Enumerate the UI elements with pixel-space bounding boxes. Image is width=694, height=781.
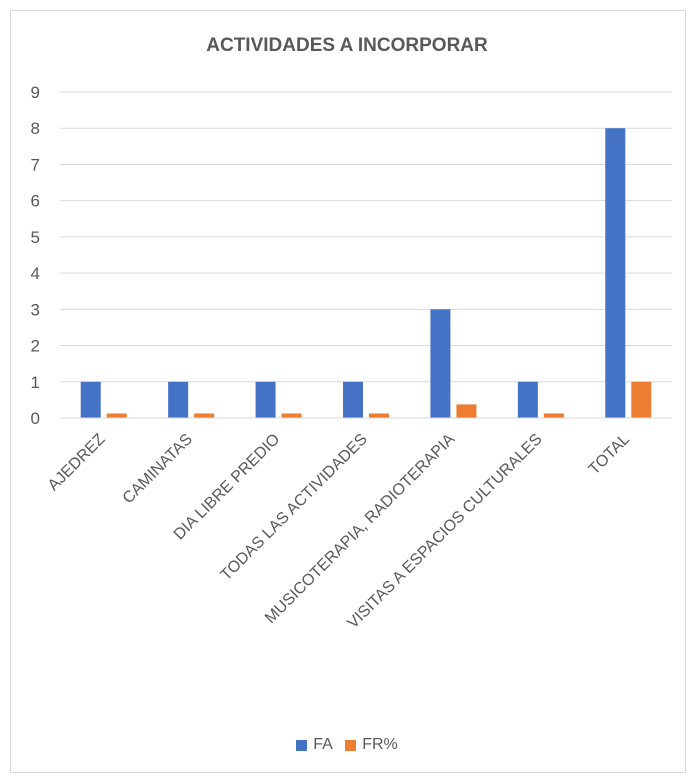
legend: FA FR% — [0, 736, 694, 756]
x-category-label: VISITAS A ESPACIOS CULTURALES — [344, 431, 545, 632]
y-tick-label: 5 — [31, 228, 40, 247]
y-tick-label: 1 — [31, 373, 40, 392]
bar-fa — [605, 128, 626, 418]
bar-fa — [517, 381, 538, 418]
y-tick-label: 7 — [31, 155, 40, 174]
bar-fa — [255, 381, 276, 418]
y-tick-label: 9 — [31, 83, 40, 102]
x-category-label: MUSICOTERAPIA, RADIOTERAPIA — [262, 431, 458, 627]
legend-item-fr: FR% — [345, 736, 398, 754]
legend-label-fr: FR% — [362, 736, 398, 753]
legend-swatch-fr — [345, 739, 357, 751]
bar-fa — [80, 381, 101, 418]
bar-fr — [194, 413, 215, 418]
bar-fr — [543, 413, 564, 418]
gridlines — [60, 91, 672, 383]
legend-swatch-fa — [296, 739, 308, 751]
bar-fr — [369, 413, 389, 418]
y-tick-label: 6 — [31, 192, 40, 211]
bar-fa — [343, 381, 363, 418]
bar-fr — [106, 413, 127, 418]
bars — [80, 128, 652, 418]
bar-fa — [168, 381, 189, 418]
bar-fr — [281, 413, 302, 418]
legend-item-fa: FA — [296, 736, 333, 754]
x-category-label: TOTAL — [586, 431, 634, 479]
y-tick-label: 2 — [31, 337, 40, 356]
bar-fr — [456, 404, 477, 418]
x-category-label: CAMINATAS — [120, 431, 196, 507]
y-tick-label: 0 — [31, 409, 40, 428]
y-tick-label: 3 — [31, 300, 40, 319]
y-tick-label: 4 — [31, 264, 40, 283]
y-axis-ticks: 0 1 2 3 4 5 6 7 8 9 — [31, 83, 40, 428]
y-tick-label: 8 — [31, 119, 40, 138]
chart-title: ACTIVIDADES A INCORPORAR — [206, 35, 488, 56]
legend-label-fa: FA — [313, 736, 333, 753]
bar-fa — [430, 309, 451, 418]
x-category-label: TODAS LAS ACTIVIDADES — [218, 431, 371, 584]
x-category-label: AJEDREZ — [45, 431, 109, 495]
bar-fr — [631, 381, 652, 418]
